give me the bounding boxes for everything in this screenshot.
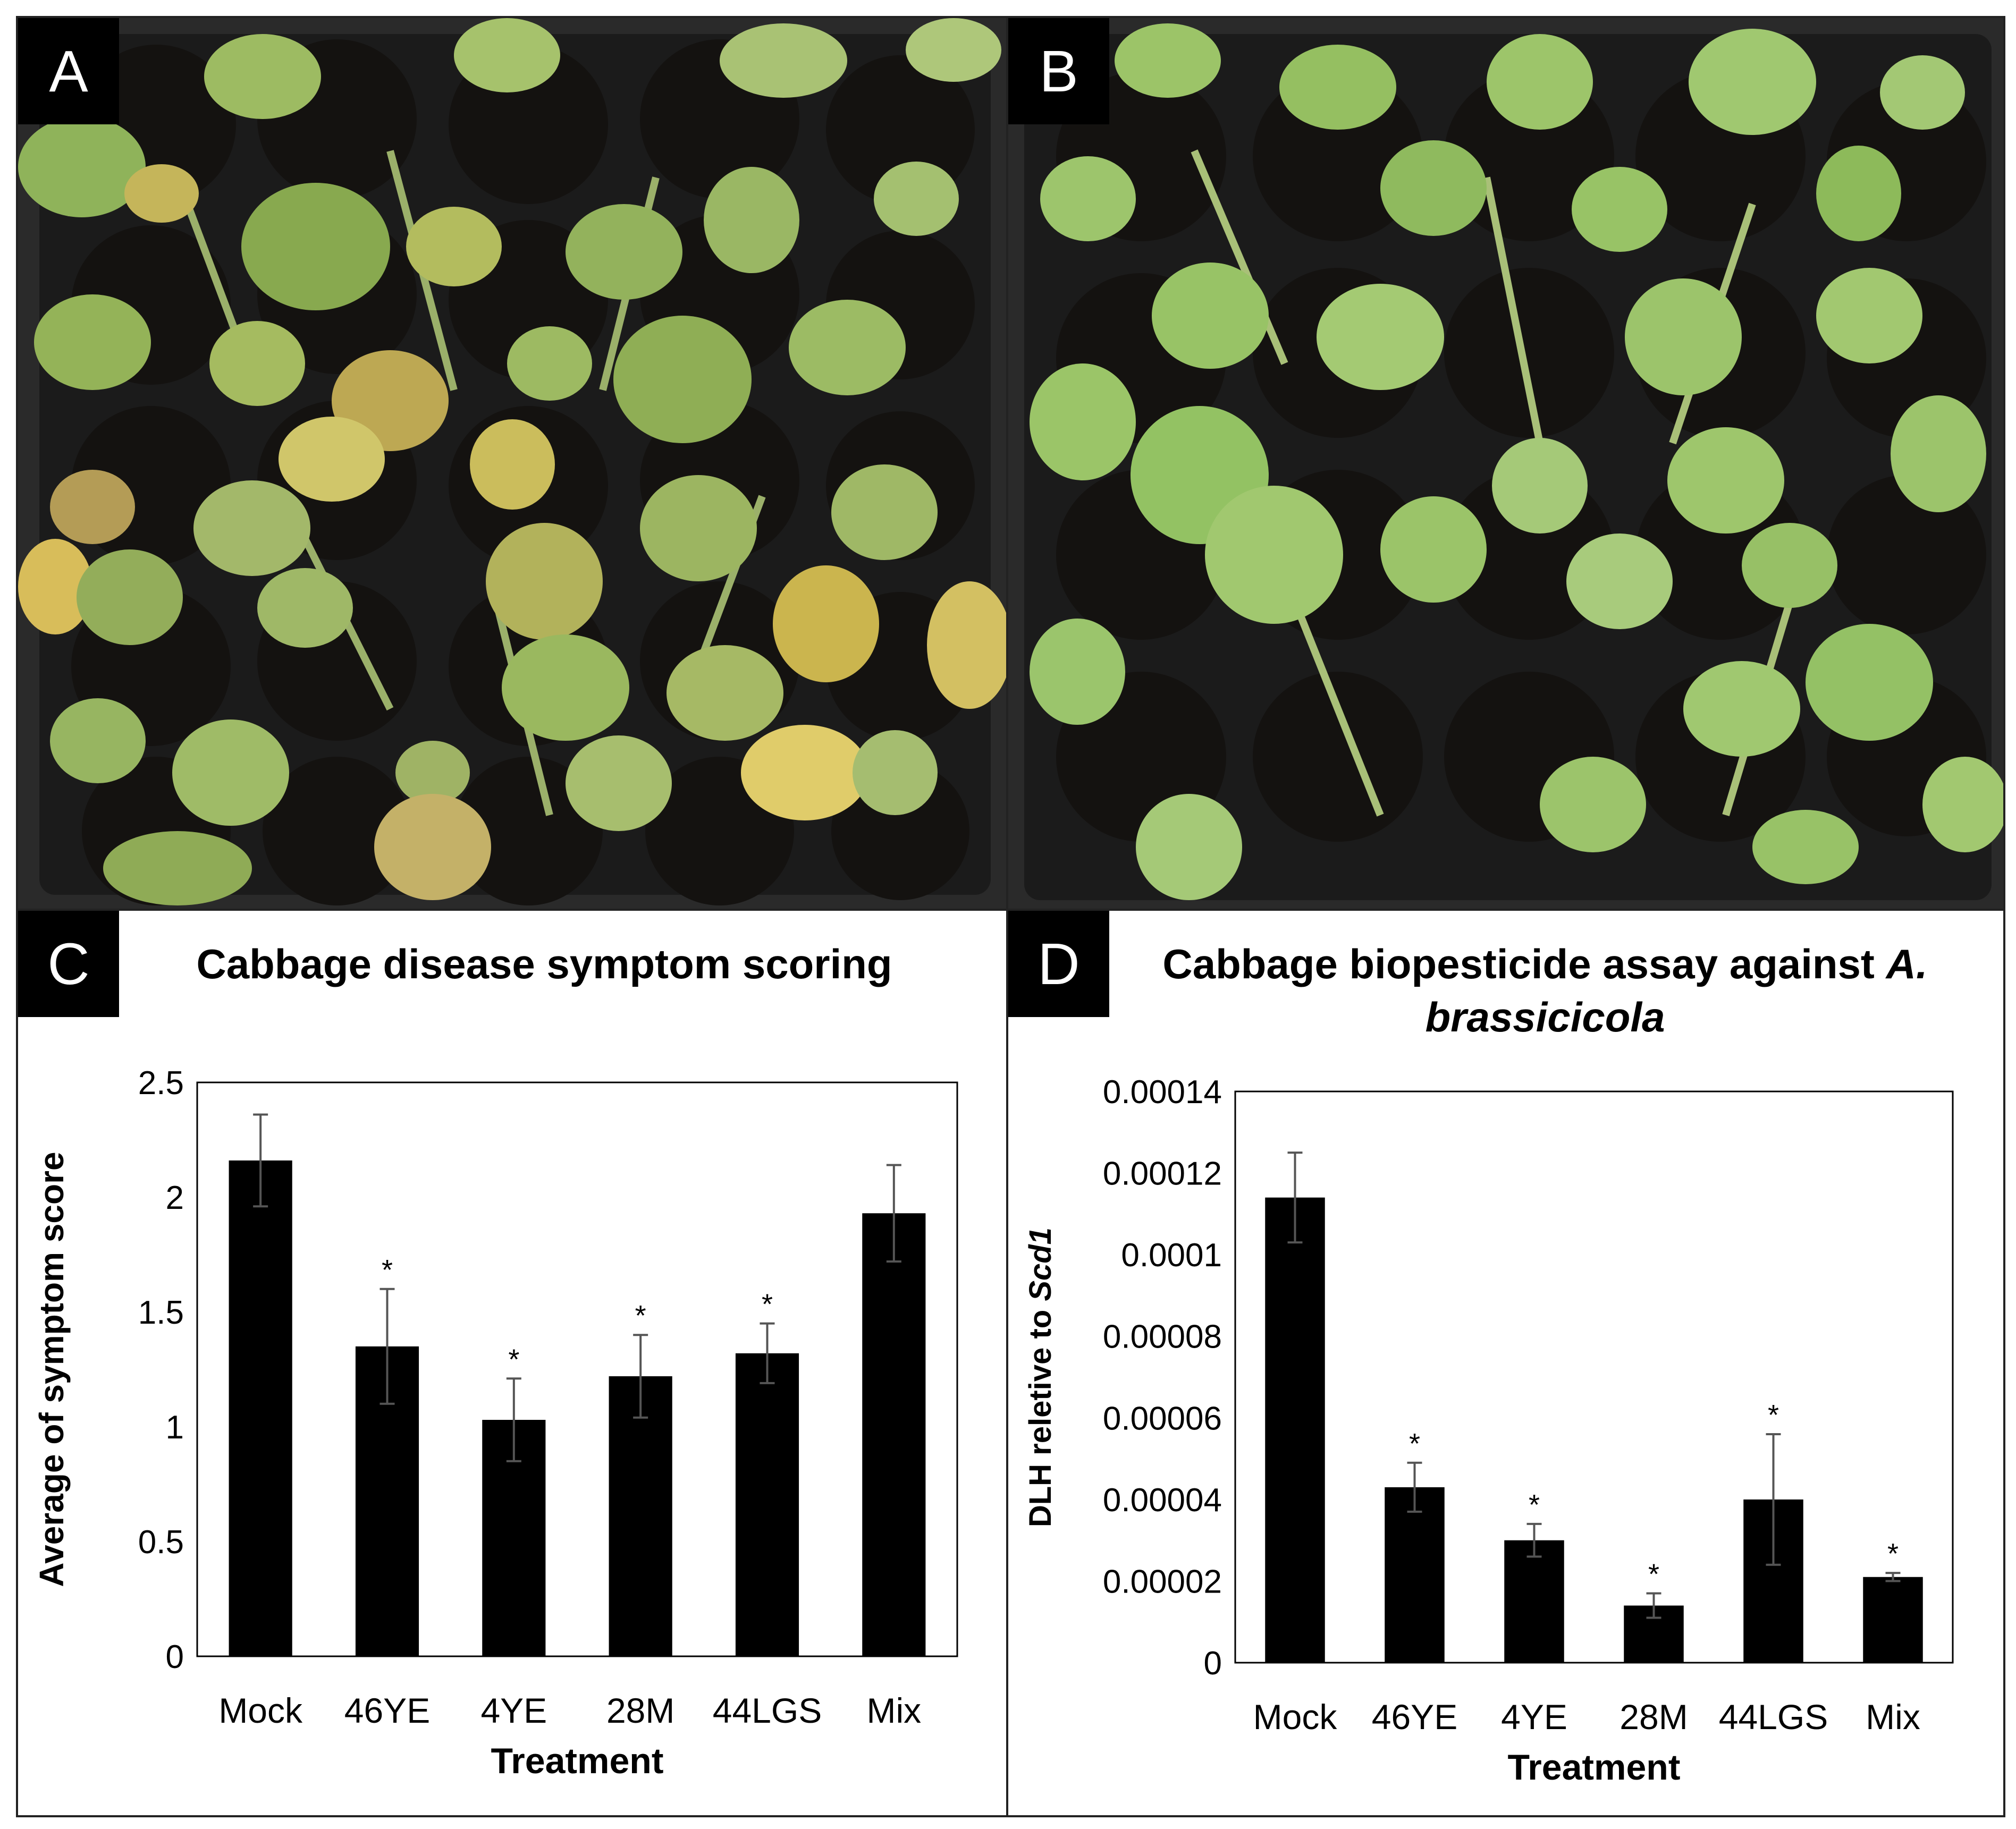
y-tick-label: 0.5 [138,1524,184,1561]
significance-mark: * [1768,1399,1779,1431]
bar [1265,1197,1325,1663]
y-tick-label: 0.00004 [1103,1482,1222,1519]
chart-d-svg: 0 0.00002 0.00004 0.00006 0.00008 0.0001 0.000… [1023,1074,1954,1788]
x-tick-label: Mock [1253,1697,1338,1737]
x-tick-label: 44LGS [1719,1697,1828,1737]
chart-d-title-italic-2: brassicicola [1425,994,1665,1040]
significance-mark: * [1887,1538,1899,1570]
y-axis-label-italic: Scd1 [1023,1227,1058,1301]
y-axis-label-main: DLH reletive to [1023,1301,1058,1527]
y-tick-label: 0.00014 [1103,1074,1222,1111]
chart-d-title-main: Cabbage biopesticide assay against [1162,941,1886,987]
x-axis-label: Treatment [1508,1747,1681,1788]
x-tick-label: 46YE [344,1691,430,1730]
y-tick-label: 1 [166,1409,184,1446]
panel-d-label: D [1008,911,1109,1017]
significance-mark: * [635,1300,646,1332]
bar [862,1213,926,1656]
y-tick-label: 2.5 [138,1065,184,1102]
bar [1504,1540,1564,1663]
panel-c-label: C [18,911,119,1017]
bar [735,1353,799,1656]
bar [1385,1487,1445,1663]
x-axis-label: Treatment [491,1741,664,1781]
x-tick-label: 46YE [1372,1697,1457,1737]
significance-mark: * [382,1254,393,1286]
y-axis-label: Average of symptom score [32,1151,71,1587]
y-tick-label: 0.00008 [1103,1319,1222,1356]
bar [609,1376,672,1656]
chart-c-title: Cabbage disease symptom scoring [196,941,892,987]
chart-c-svg: 0 0.5 1 1.5 2 2.5 Mock * 46YE * 4YE * 28M * 44LGS Mix Tr… [32,1065,958,1781]
x-tick-label: 44LGS [713,1691,822,1730]
bar [1863,1577,1923,1663]
y-tick-label: 0.00006 [1103,1400,1222,1437]
chart-d-title-italic-1: A. [1886,941,1928,987]
panel-a-label: A [18,18,119,124]
panel-a-photo: A [16,16,1013,914]
y-tick-label: 0 [166,1639,184,1675]
x-tick-label: Mock [218,1691,303,1730]
x-tick-label: 4YE [1501,1697,1567,1737]
plot-area [1234,1090,1954,1664]
x-tick-label: Mix [867,1691,922,1730]
y-tick-label: 2 [166,1180,184,1216]
y-tick-label: 0 [1204,1645,1222,1682]
plot-area [196,1081,958,1657]
x-tick-label: 28M [1619,1697,1688,1737]
bar [229,1160,292,1656]
cabbage-plants-mock-image [18,18,1010,912]
cabbage-plants-treated-image [1008,18,2003,912]
x-tick-label: 4YE [480,1691,547,1730]
significance-mark: * [762,1289,773,1320]
y-tick-label: 1.5 [138,1294,184,1331]
y-tick-label: 0.0001 [1121,1237,1222,1274]
panel-b-photo: B [1006,16,2005,914]
chart-d-title: Cabbage biopesticide assay against A. br… [1131,937,1960,1044]
significance-mark: * [1648,1558,1659,1590]
y-axis-label: DLH reletive to Scd1 [1023,1227,1058,1527]
significance-mark: * [508,1343,519,1375]
panel-d-chart: D Cabbage biopesticide assay against A. … [1006,909,2005,1817]
panel-b-label: B [1008,18,1109,124]
panel-c-chart: C Cabbage disease symptom scoring 0 0.5 1 1… [16,909,1013,1817]
y-tick-label: 0.00002 [1103,1563,1222,1600]
x-tick-label: 28M [606,1691,674,1730]
significance-mark: * [1409,1428,1420,1460]
y-tick-label: 0.00012 [1103,1156,1222,1192]
x-tick-label: Mix [1866,1697,1920,1737]
significance-mark: * [1529,1489,1540,1521]
